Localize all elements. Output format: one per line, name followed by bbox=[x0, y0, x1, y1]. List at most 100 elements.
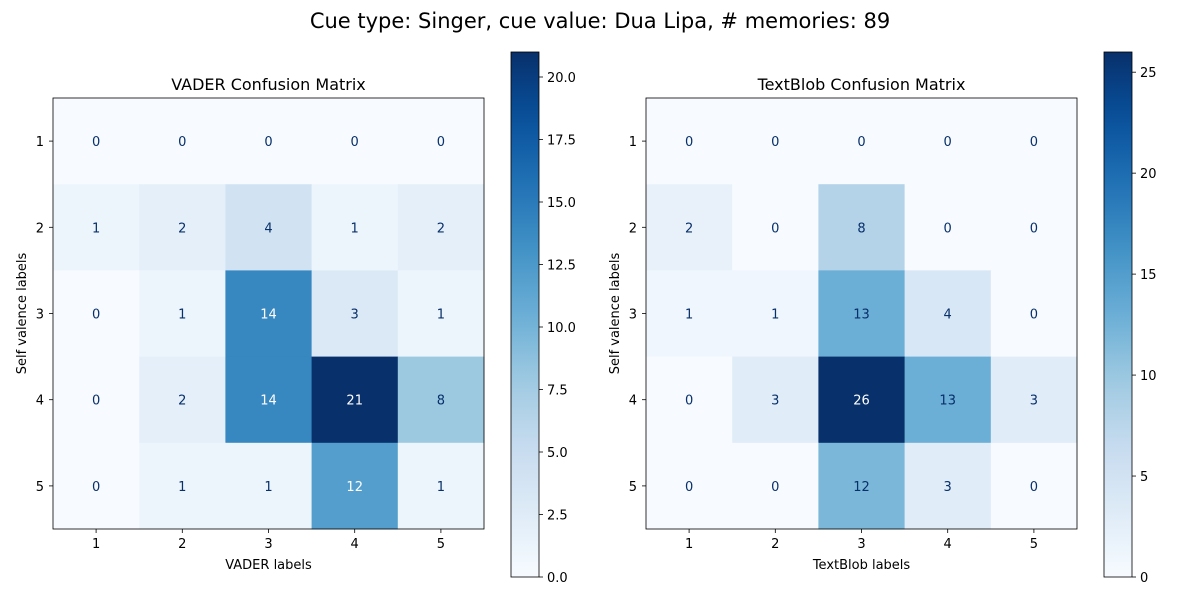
chart1-cell-r4-c2 bbox=[139, 356, 226, 444]
chart1-cell-r4-c4 bbox=[311, 356, 399, 444]
chart2-cell-r5-c3 bbox=[818, 442, 905, 530]
chart1-cell-value: 0 bbox=[178, 135, 186, 150]
chart1-x-tick-label: 1 bbox=[92, 537, 100, 552]
chart1-cell-r2-c3 bbox=[225, 184, 312, 271]
chart2-colorbar-tick-label: 5 bbox=[1140, 470, 1148, 485]
chart1-cell-r2-c4 bbox=[311, 184, 399, 271]
chart1-cell-r3-c1 bbox=[53, 270, 140, 357]
chart1-colorbar-tick-label: 20.0 bbox=[547, 71, 576, 86]
chart2-cell-value: 0 bbox=[1030, 480, 1038, 495]
chart1-x-tick-label: 5 bbox=[437, 537, 445, 552]
chart2-cell-value: 8 bbox=[857, 221, 865, 236]
chart1-cell-value: 1 bbox=[92, 221, 100, 236]
chart1-cell-r2-c2 bbox=[139, 184, 226, 271]
chart2-cell-value: 0 bbox=[857, 135, 865, 150]
chart2-cell-value: 13 bbox=[939, 394, 956, 409]
chart1-x-tick-label: 3 bbox=[264, 537, 272, 552]
chart1-x-axis-label: VADER labels bbox=[225, 558, 312, 573]
chart1-cell-value: 1 bbox=[437, 308, 445, 323]
chart2-cell-value: 3 bbox=[944, 480, 952, 495]
chart1-y-axis-label: Self valence labels bbox=[15, 252, 30, 374]
chart1-cell-r4-c1 bbox=[53, 356, 140, 444]
chart1-cell-r2-c5 bbox=[397, 184, 485, 271]
chart2-cell-r1-c1 bbox=[646, 98, 733, 185]
chart1-cell-value: 8 bbox=[437, 394, 445, 409]
chart2-cell-r4-c1 bbox=[646, 356, 733, 444]
chart1-y-tick-label: 5 bbox=[36, 480, 44, 495]
chart1-colorbar-tick-label: 0.0 bbox=[547, 571, 568, 586]
chart1-cell-r3-c5 bbox=[397, 270, 485, 357]
chart2-cell-value: 2 bbox=[685, 221, 693, 236]
chart1-cell-value: 3 bbox=[351, 308, 359, 323]
chart2-cell-r4-c5 bbox=[990, 356, 1078, 444]
chart2-cell-r2-c1 bbox=[646, 184, 733, 271]
chart2-cell-r1-c3 bbox=[818, 98, 905, 185]
chart2-cell-value: 0 bbox=[1030, 221, 1038, 236]
chart1-cell-value: 0 bbox=[92, 394, 100, 409]
chart2-cell-r1-c4 bbox=[904, 98, 992, 185]
chart1-cell-r1-c4 bbox=[311, 98, 399, 185]
chart1-cell-r3-c3 bbox=[225, 270, 312, 357]
chart1-colorbar-frame bbox=[510, 51, 540, 578]
chart1-cell-r1-c1 bbox=[53, 98, 140, 185]
chart1-cell-value: 0 bbox=[351, 135, 359, 150]
chart2-cell-value: 3 bbox=[1030, 394, 1038, 409]
chart2-cell-r3-c5 bbox=[990, 270, 1078, 357]
chart1-cell-value: 1 bbox=[178, 480, 186, 495]
chart2-cell-value: 0 bbox=[685, 394, 693, 409]
chart1-title: VADER Confusion Matrix bbox=[171, 75, 366, 94]
chart1-cell-r5-c1 bbox=[53, 442, 140, 530]
chart2-y-tick-label: 3 bbox=[629, 308, 637, 323]
chart2-cell-value: 0 bbox=[685, 135, 693, 150]
chart1-cell-r1-c5 bbox=[397, 98, 485, 185]
chart2-cell-value: 0 bbox=[1030, 308, 1038, 323]
chart2-cell-r4-c3 bbox=[818, 356, 905, 444]
chart1-cell-value: 0 bbox=[92, 480, 100, 495]
chart1-y-tick-label: 3 bbox=[36, 308, 44, 323]
chart2-cell-value: 12 bbox=[853, 480, 870, 495]
chart1-cell-value: 1 bbox=[437, 480, 445, 495]
chart1-cell-value: 0 bbox=[264, 135, 272, 150]
chart1-cell-r1-c3 bbox=[225, 98, 312, 185]
chart2-cell-r2-c4 bbox=[904, 184, 992, 271]
chart2-cell-r2-c5 bbox=[990, 184, 1078, 271]
chart1-cell-value: 21 bbox=[346, 394, 363, 409]
chart2-cell-value: 0 bbox=[1030, 135, 1038, 150]
chart2-cell-value: 1 bbox=[771, 308, 779, 323]
chart2-cell-r1-c5 bbox=[990, 98, 1078, 185]
chart1-x-tick-label: 4 bbox=[351, 537, 359, 552]
chart2-y-tick-label: 1 bbox=[629, 135, 637, 150]
chart1-cell-r1-c2 bbox=[139, 98, 226, 185]
chart1-cell-value: 12 bbox=[346, 480, 363, 495]
chart2-cell-value: 26 bbox=[853, 394, 870, 409]
chart2-cell-r3-c3 bbox=[818, 270, 905, 357]
chart2-cell-r2-c2 bbox=[732, 184, 819, 271]
chart2-y-tick-label: 2 bbox=[629, 221, 637, 236]
chart2-cell-r5-c5 bbox=[990, 442, 1078, 530]
chart2-colorbar-frame bbox=[1103, 51, 1133, 578]
chart2-cell-value: 0 bbox=[771, 135, 779, 150]
chart2-cell-r4-c2 bbox=[732, 356, 819, 444]
chart1-y-tick-label: 1 bbox=[36, 135, 44, 150]
chart2-colorbar-tick-label: 0 bbox=[1140, 571, 1148, 586]
chart1-cell-r5-c4 bbox=[311, 442, 399, 530]
chart2-x-tick-label: 4 bbox=[944, 537, 952, 552]
chart2-colorbar-tick-label: 15 bbox=[1140, 268, 1157, 283]
chart2-colorbar-tick-label: 20 bbox=[1140, 167, 1157, 182]
chart2-x-tick-label: 1 bbox=[685, 537, 693, 552]
chart2-cell-value: 0 bbox=[944, 135, 952, 150]
chart1-colorbar-tick-label: 12.5 bbox=[547, 259, 576, 274]
chart1-colorbar bbox=[511, 52, 539, 577]
chart2-x-tick-label: 5 bbox=[1030, 537, 1038, 552]
chart2-cell-value: 0 bbox=[771, 480, 779, 495]
chart2-x-axis-label: TextBlob labels bbox=[812, 558, 911, 573]
chart1-cell-r3-c4 bbox=[311, 270, 399, 357]
chart1-y-tick-label: 4 bbox=[36, 394, 44, 409]
chart2-cell-r5-c1 bbox=[646, 442, 733, 530]
chart1-cell-value: 14 bbox=[260, 394, 277, 409]
chart2-cell-r3-c4 bbox=[904, 270, 992, 357]
chart1-cell-value: 2 bbox=[437, 221, 445, 236]
chart2-cell-value: 0 bbox=[685, 480, 693, 495]
